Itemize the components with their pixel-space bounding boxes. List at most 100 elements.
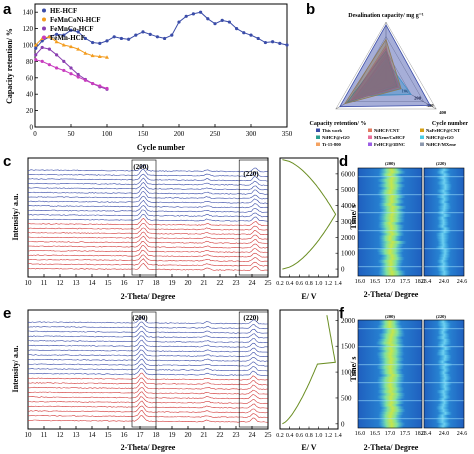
heatmap-peak-band bbox=[436, 176, 451, 180]
y-tick-label: 1500 bbox=[341, 343, 356, 351]
data-point bbox=[91, 40, 95, 45]
data-point bbox=[62, 68, 66, 73]
x-tick-label: 23 bbox=[233, 279, 241, 287]
legend-entry: FeMnCo-HCF bbox=[50, 25, 94, 33]
panel-label-a: a bbox=[3, 1, 12, 18]
heatmap-peak-band bbox=[438, 213, 452, 217]
heatmap-peak-band bbox=[378, 240, 407, 244]
heatmap-peak-band bbox=[439, 387, 452, 391]
heatmap-peak-band bbox=[378, 195, 406, 198]
x-tick-label: 11 bbox=[41, 279, 48, 287]
data-point bbox=[105, 86, 109, 91]
heatmap-peak-band bbox=[378, 273, 406, 277]
x-tick-label: 12 bbox=[57, 279, 65, 287]
data-point bbox=[47, 47, 52, 51]
xrd-pattern bbox=[27, 245, 269, 253]
heatmap-stripe bbox=[358, 230, 422, 232]
x-tick-label: 0.8 bbox=[305, 281, 313, 287]
panel-label-e: e bbox=[3, 305, 11, 322]
xrd-pattern bbox=[27, 249, 269, 258]
xrd-pattern bbox=[27, 213, 269, 222]
panel-e-side-ylabel: Time/ s bbox=[349, 357, 358, 382]
radar-series bbox=[349, 47, 400, 101]
heatmap-tick-label: 16.0 bbox=[355, 431, 366, 437]
xrd-pattern bbox=[27, 173, 269, 182]
heatmap-stripe bbox=[358, 418, 422, 420]
data-point bbox=[40, 45, 44, 50]
heatmap-peak-band bbox=[376, 352, 405, 356]
heatmap-peak-band bbox=[379, 267, 403, 271]
heatmap-peak-band bbox=[378, 349, 404, 353]
x-tick-label: 0.6 bbox=[296, 433, 304, 439]
heatmap-peak-band bbox=[437, 425, 449, 429]
panel-c-ylabel: Intensity/ a.u. bbox=[11, 194, 20, 241]
x-tick-label: 10 bbox=[25, 279, 33, 287]
heatmap-peak-band bbox=[438, 395, 451, 399]
heatmap-peak-band bbox=[436, 170, 449, 174]
heatmap-peak-band bbox=[438, 273, 450, 277]
heatmap-peak-band bbox=[378, 401, 405, 404]
radar-ring-label: 200 bbox=[414, 96, 422, 101]
heatmap-frame bbox=[423, 319, 465, 429]
heatmap-peak-band bbox=[436, 390, 451, 394]
heatmap-peak-band bbox=[378, 360, 403, 364]
heatmap-peak-band bbox=[437, 267, 450, 271]
legend-entry: NiHCF/CNT bbox=[374, 128, 399, 133]
potential-curve bbox=[282, 159, 337, 270]
x-tick-label: 24 bbox=[249, 279, 257, 287]
data-point bbox=[141, 30, 145, 34]
y-tick-label: 0 bbox=[30, 124, 34, 132]
heatmap-peak-band bbox=[437, 422, 451, 426]
heatmap-peak-band bbox=[377, 259, 404, 263]
heatmap-peak-band bbox=[438, 411, 452, 415]
data-point bbox=[55, 53, 59, 57]
x-tick-label: 0 bbox=[33, 130, 37, 138]
heatmap-peak-band bbox=[436, 235, 450, 239]
x-tick-label: 25 bbox=[265, 431, 273, 439]
data-point bbox=[98, 84, 102, 88]
heatmap-stripe bbox=[424, 400, 464, 402]
xrd-pattern bbox=[27, 400, 269, 409]
heatmap-tick-label: 24.6 bbox=[457, 431, 468, 437]
heatmap-stripe bbox=[424, 364, 464, 366]
xrd-pattern bbox=[27, 396, 269, 405]
x-tick-label: 16 bbox=[121, 431, 129, 439]
heatmap-peak-band bbox=[377, 347, 404, 350]
heatmap-tick-label: 17.0 bbox=[385, 431, 396, 437]
data-point bbox=[61, 43, 66, 47]
data-point bbox=[83, 78, 87, 82]
data-point bbox=[40, 39, 44, 43]
panel-e-ylabel: Intensity/ a.u. bbox=[11, 346, 20, 393]
legend-entry: NiHCF/MXene bbox=[426, 142, 456, 147]
data-point bbox=[112, 35, 116, 39]
data-point bbox=[127, 37, 131, 41]
radar-ring-label: 100 bbox=[402, 88, 410, 93]
heatmap-peak-band bbox=[376, 379, 405, 383]
heatmap-peak-band bbox=[436, 259, 449, 263]
xrd-pattern bbox=[28, 335, 269, 344]
legend-entry: Ti-15-800 bbox=[322, 142, 342, 147]
legend-marker bbox=[42, 8, 46, 13]
panel-e-peak-220: (220) bbox=[243, 314, 259, 322]
radar-series bbox=[354, 52, 396, 99]
x-tick-label: 0.4 bbox=[286, 281, 294, 287]
xrd-pattern bbox=[27, 391, 269, 400]
x-tick-label: 15 bbox=[105, 431, 113, 439]
x-tick-label: 10 bbox=[25, 431, 33, 439]
xrd-pattern bbox=[27, 254, 269, 262]
legend-entry: NiHCF@rGO bbox=[426, 135, 454, 140]
x-tick-label: 0.2 bbox=[276, 433, 284, 439]
legend-entry: MXene/CuHCF bbox=[374, 135, 405, 140]
xrd-pattern bbox=[27, 227, 269, 236]
peak-region-box bbox=[131, 311, 157, 428]
xrd-pattern bbox=[27, 222, 269, 231]
heatmap-peak-band bbox=[378, 414, 403, 418]
heatmap-peak-band bbox=[377, 363, 405, 367]
xrd-pattern bbox=[27, 199, 269, 209]
heatmap-peak-band bbox=[438, 178, 451, 182]
data-point bbox=[170, 33, 174, 37]
heatmap-peak-band bbox=[379, 168, 404, 171]
x-tick-label: 0.4 bbox=[286, 433, 294, 439]
heatmap-peak-band bbox=[435, 232, 450, 236]
y-tick-label: 40 bbox=[26, 91, 34, 99]
